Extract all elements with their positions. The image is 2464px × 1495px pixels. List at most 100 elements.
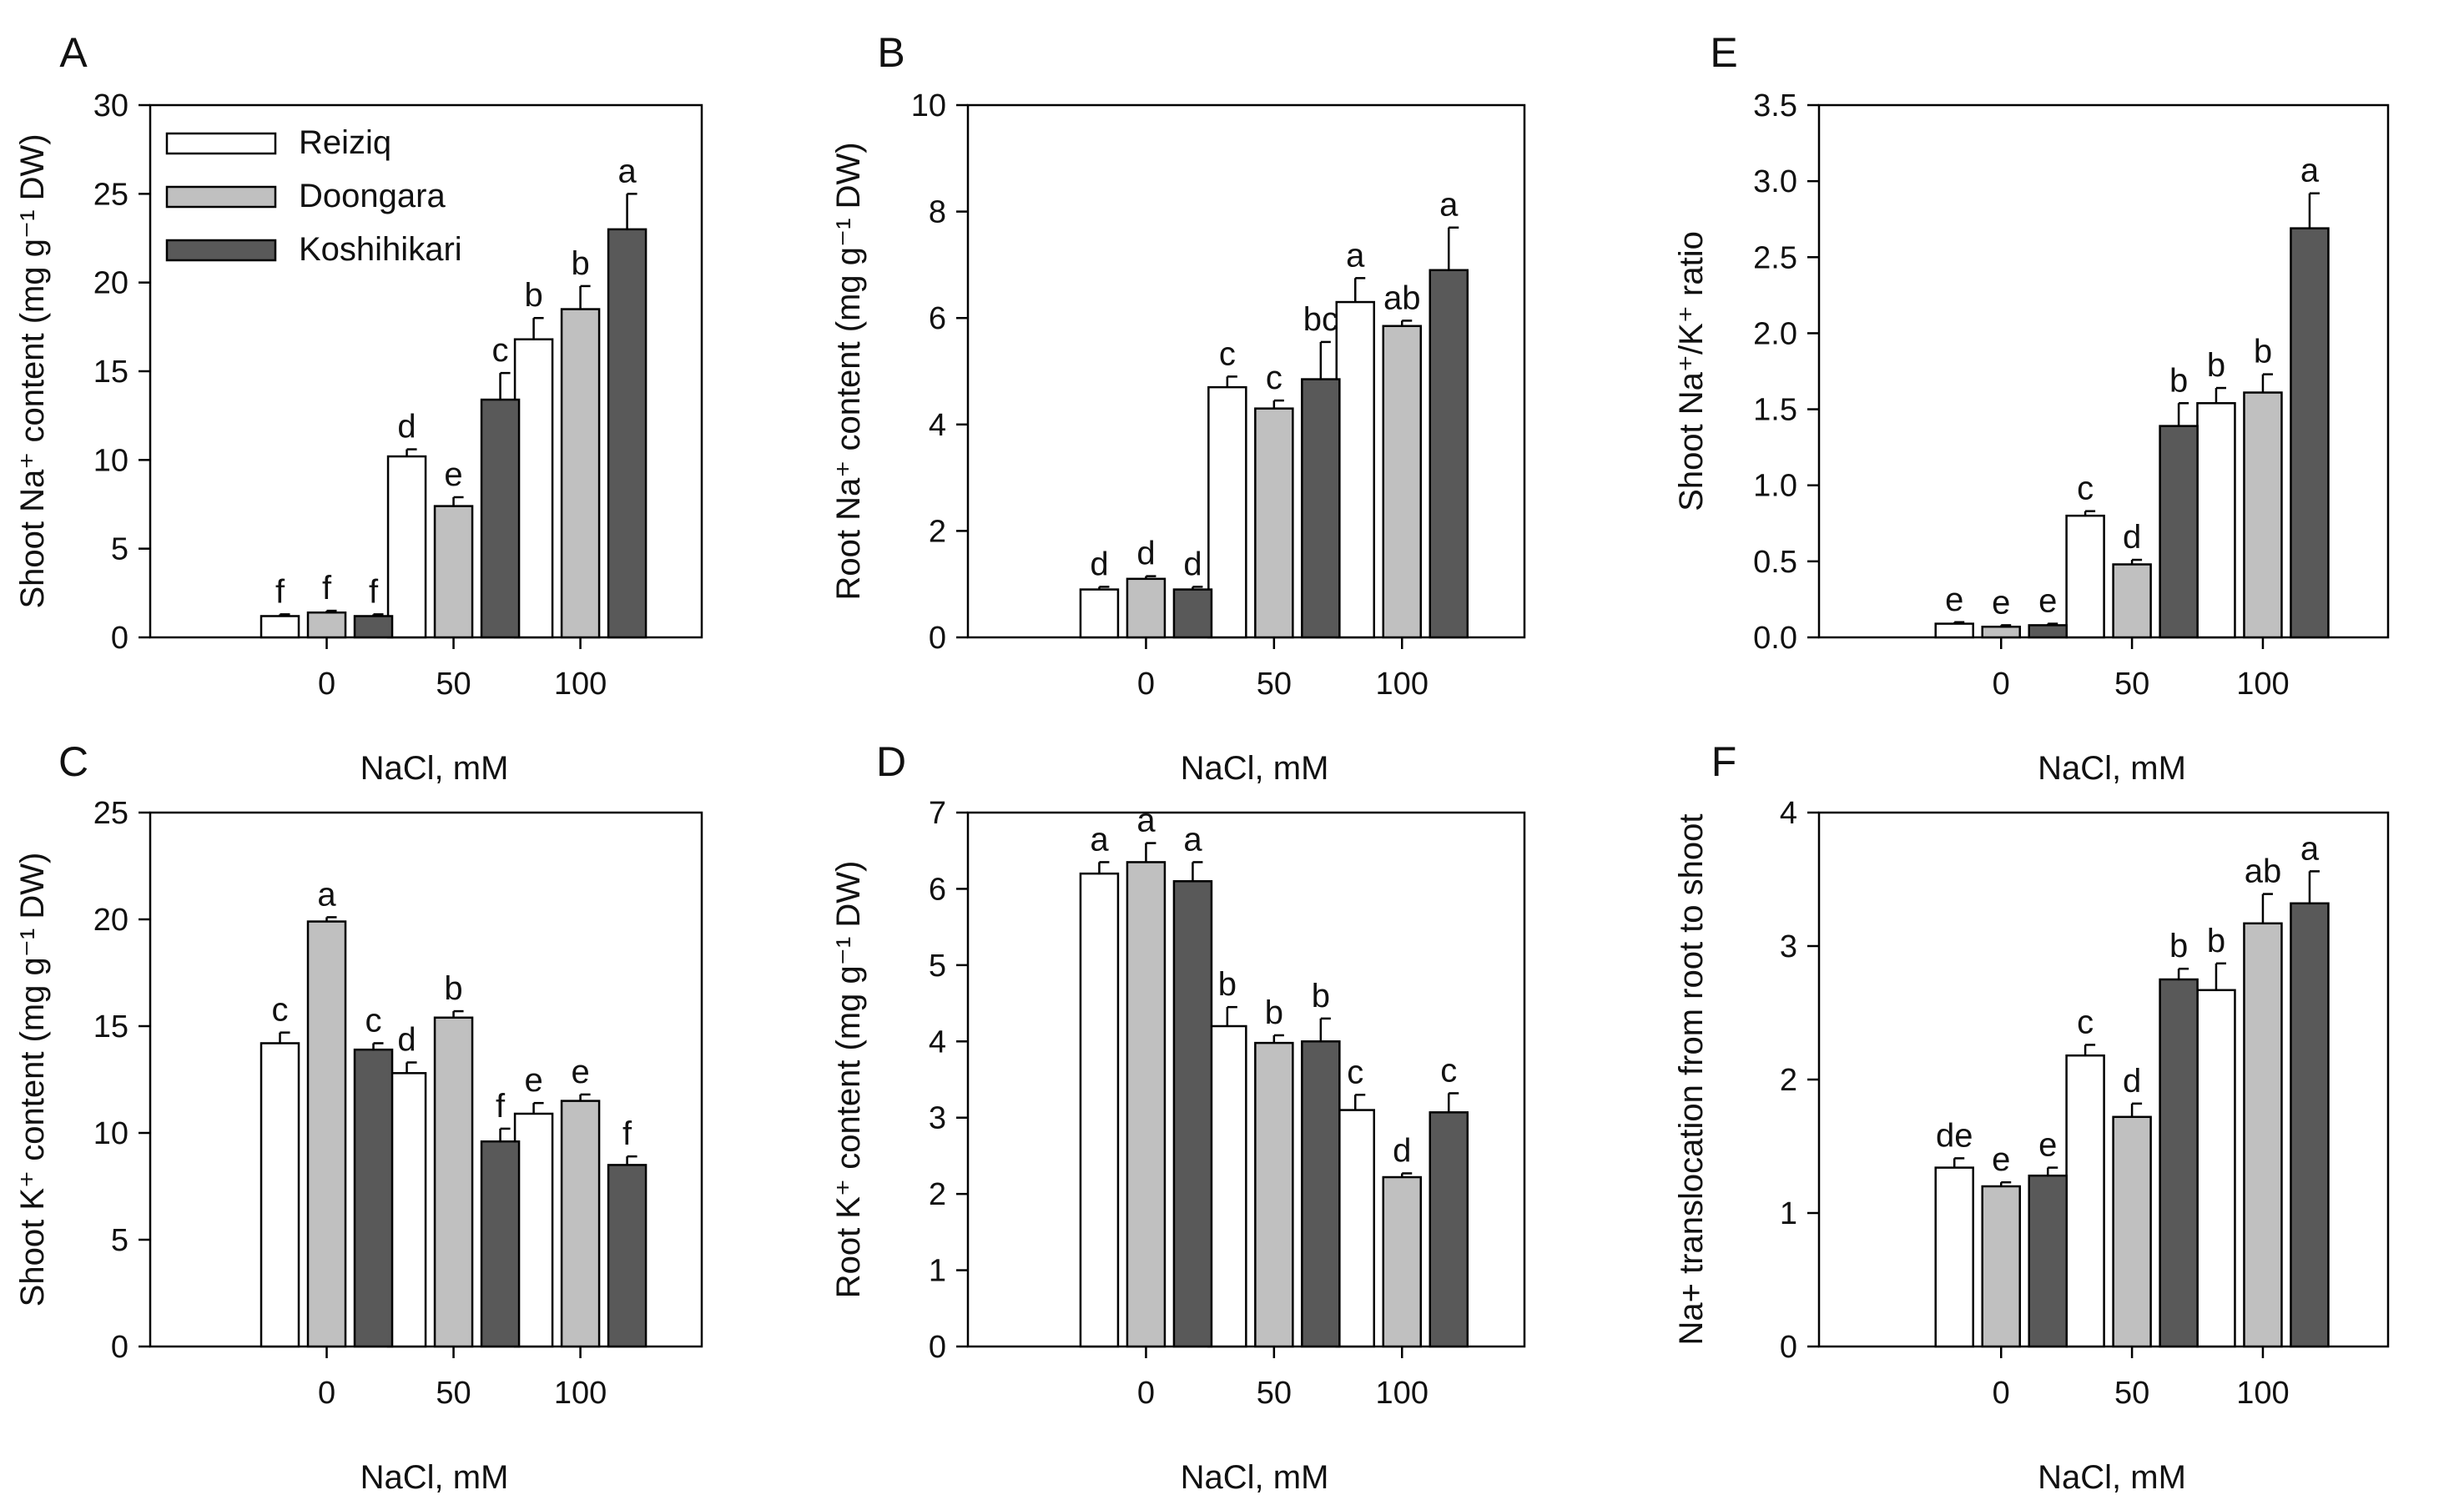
legend: Reiziq Doongara Koshihikari	[165, 124, 462, 268]
bar-koshihikari-0	[2028, 624, 2068, 639]
legend-label: Reiziq	[299, 124, 391, 161]
significance-letter: d	[1136, 536, 1155, 572]
x-tick-label: 0	[318, 1376, 335, 1411]
y-tick-label: 30	[93, 88, 128, 123]
x-tick-label: 100	[554, 667, 607, 702]
significance-letter: f	[496, 1088, 506, 1125]
y-tick-label: 15	[93, 1009, 128, 1044]
y-tick-label: 5	[929, 949, 946, 984]
y-tick-label: 3	[929, 1101, 946, 1136]
y-tick-label: 4	[929, 408, 946, 443]
significance-letter: a	[1346, 237, 1365, 274]
y-tick-label: 2.0	[1753, 316, 1797, 351]
bar-koshihikari-50	[1301, 378, 1341, 639]
significance-letter: e	[444, 456, 462, 493]
significance-letter: de	[1936, 1117, 1973, 1154]
x-tick-label: 50	[2114, 1376, 2149, 1411]
bar-doongara-0	[1981, 1185, 2021, 1348]
y-tick-label: 1	[929, 1254, 946, 1289]
bar-reiziq-50	[386, 1072, 427, 1348]
bar-doongara-100	[560, 308, 601, 639]
bar-doongara-0	[1126, 577, 1166, 639]
x-tick-label: 100	[1376, 1376, 1429, 1411]
y-tick-label: 3	[1780, 929, 1797, 964]
bar-doongara-0	[1126, 861, 1166, 1348]
significance-letter: a	[2300, 830, 2320, 867]
significance-letter: a	[1183, 821, 1202, 858]
y-tick-label: 10	[93, 443, 128, 478]
significance-letter: f	[322, 570, 332, 607]
bar-reiziq-0	[1934, 1166, 1974, 1348]
significance-letter: e	[571, 1054, 589, 1090]
y-tick-label: 0.5	[1753, 545, 1797, 580]
bar-koshihikari-0	[353, 1048, 394, 1348]
bar-reiziq-0	[260, 615, 300, 639]
y-tick-label: 10	[93, 1116, 128, 1151]
significance-letter: f	[622, 1115, 632, 1152]
significance-letter: c	[1266, 360, 1282, 396]
significance-letter: d	[397, 409, 416, 445]
y-tick-label: 2	[1780, 1063, 1797, 1098]
bar-doongara-0	[306, 920, 347, 1348]
legend-swatch-reiziq	[165, 132, 277, 155]
x-tick-label: 50	[436, 667, 471, 702]
y-tick-label: 4	[1780, 796, 1797, 831]
x-axis-label: NaCl, mM	[2038, 1459, 2186, 1495]
significance-letter: c	[1440, 1052, 1457, 1089]
bar-reiziq-50	[1207, 385, 1247, 639]
x-axis-label: NaCl, mM	[360, 750, 509, 787]
bar-doongara-50	[2112, 1115, 2152, 1348]
x-tick-label: 100	[554, 1376, 607, 1411]
bar-koshihikari-100	[2290, 902, 2330, 1348]
panel-letter: B	[877, 29, 904, 76]
y-axis-label: Shoot K⁺ content (mg g⁻¹ DW)	[14, 853, 51, 1307]
legend-label: Koshihikari	[299, 231, 462, 268]
bar-koshihikari-0	[1172, 588, 1213, 639]
y-axis-label: Root K⁺ content (mg g⁻¹ DW)	[830, 861, 867, 1299]
x-tick-label: 50	[1257, 667, 1292, 702]
y-tick-label: 5	[111, 1223, 128, 1258]
significance-letter: b	[571, 245, 589, 282]
y-tick-label: 7	[929, 796, 946, 831]
significance-letter: a	[2300, 153, 2320, 189]
y-tick-label: 1.5	[1753, 393, 1797, 428]
x-tick-label: 0	[318, 667, 335, 702]
y-tick-label: 0	[929, 621, 946, 656]
significance-letter: c	[492, 332, 509, 369]
legend-swatch-koshihikari	[165, 239, 277, 262]
significance-letter: d	[1183, 546, 1202, 582]
significance-letter: d	[397, 1022, 416, 1059]
bar-koshihikari-50	[480, 398, 521, 639]
significance-letter: a	[617, 153, 637, 189]
significance-letter: a	[1439, 187, 1459, 224]
y-tick-label: 25	[93, 177, 128, 212]
y-tick-label: 1.0	[1753, 469, 1797, 504]
significance-letter: c	[2077, 471, 2094, 507]
panel-letter: E	[1710, 29, 1737, 76]
significance-letter: a	[1090, 821, 1109, 858]
significance-letter: b	[2169, 928, 2188, 964]
panel-E: E 0.0 0.5 1.0 1.5 2.0 2.5 3.0 3.5 0 50 100 NaCl, mM S…	[1673, 29, 2390, 787]
bar-doongara-0	[1981, 625, 2021, 639]
significance-letter: b	[1265, 994, 1283, 1031]
significance-letter: d	[2123, 519, 2141, 556]
y-tick-label: 3.0	[1753, 164, 1797, 199]
y-tick-label: 4	[929, 1024, 946, 1060]
significance-letter: a	[317, 876, 336, 913]
bar-koshihikari-100	[1429, 269, 1469, 639]
panel-F: F 0 1 2 3 4 0 50 100 NaCl, mM Na+ translocation fr…	[1673, 738, 2390, 1495]
y-tick-label: 8	[929, 195, 946, 230]
bar-reiziq-100	[2196, 989, 2236, 1348]
bar-koshihikari-50	[2159, 978, 2199, 1348]
significance-letter: b	[1312, 978, 1330, 1014]
y-tick-label: 6	[929, 301, 946, 336]
significance-letter: d	[1090, 546, 1108, 582]
legend-swatch-doongara	[165, 185, 277, 209]
y-tick-label: 2	[929, 514, 946, 549]
significance-letter: e	[524, 1062, 542, 1099]
bar-reiziq-100	[1335, 1109, 1376, 1348]
panel-letter: D	[876, 738, 906, 785]
y-axis-label: Shoot Na⁺/K⁺ ratio	[1673, 231, 1710, 511]
significance-letter: d	[1393, 1132, 1411, 1169]
y-tick-label: 5	[111, 532, 128, 567]
